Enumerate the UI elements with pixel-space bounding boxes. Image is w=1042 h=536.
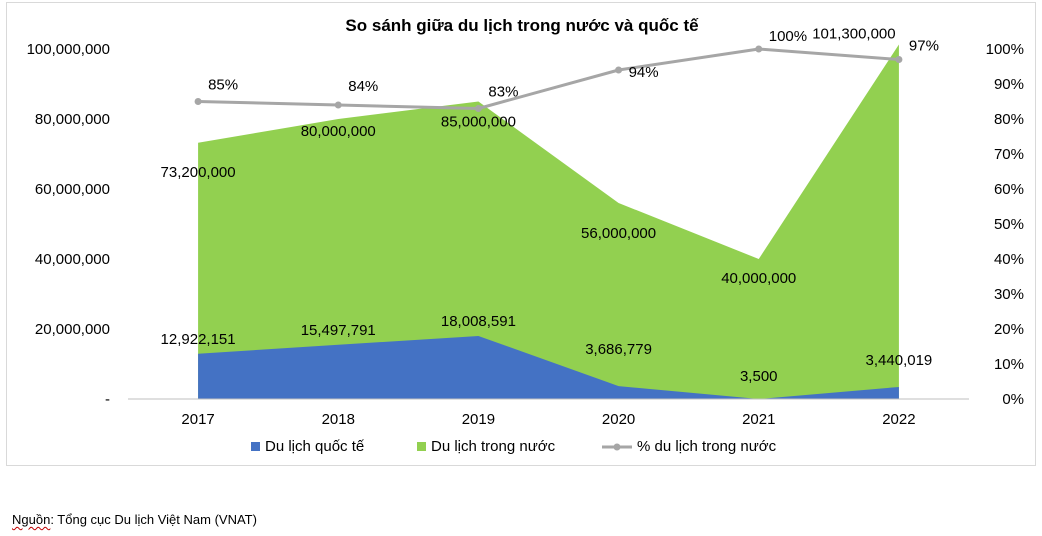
- x-tick-label: 2017: [181, 411, 214, 428]
- x-tick-label: 2019: [462, 411, 495, 428]
- y-right-tick-label: 70%: [994, 146, 1024, 163]
- legend-swatch-du-lich-trong-nuoc: [417, 442, 426, 451]
- percent-line: [194, 45, 903, 112]
- area-du-lich-trong-nuoc: [198, 44, 899, 399]
- label-du-lich-quoc-te: 3,440,019: [866, 352, 933, 369]
- percent-line-path: [198, 47, 900, 110]
- y-right-tick-label: 50%: [994, 216, 1024, 233]
- legend-swatch-du-lich-quoc-te: [251, 442, 260, 451]
- label-percent: 84%: [348, 78, 378, 95]
- label-du-lich-quoc-te: 12,922,151: [161, 331, 236, 348]
- area-du-lich-quoc-te: [198, 335, 899, 399]
- percent-line-marker: [474, 105, 482, 112]
- y-left-tick-label: 60,000,000: [35, 181, 110, 198]
- percent-line-marker: [895, 56, 903, 63]
- label-du-lich-trong-nuoc: 85,000,000: [441, 114, 516, 131]
- chart: So sánh giữa du lịch trong nước và quốc …: [27, 16, 1024, 455]
- x-axis: 2017 2018 2019 2020 2021 2022: [181, 411, 915, 428]
- y-right-tick-label: 10%: [994, 356, 1024, 373]
- y-left-tick-label: 20,000,000: [35, 321, 110, 338]
- percent-line-marker: [615, 66, 623, 74]
- y-right-tick-label: 40%: [994, 251, 1024, 268]
- source-note: Nguồn: Tổng cục Du lịch Việt Nam (VNAT): [12, 512, 257, 527]
- label-du-lich-trong-nuoc: 56,000,000: [581, 225, 656, 242]
- legend-label-du-lich-trong-nuoc: Du lịch trong nước: [431, 438, 556, 455]
- label-percent: 100%: [769, 28, 807, 45]
- label-du-lich-trong-nuoc: 80,000,000: [301, 123, 376, 140]
- y-left-tick-label: -: [105, 391, 110, 408]
- label-percent: 97%: [909, 38, 939, 55]
- source-note-text: : Tổng cục Du lịch Việt Nam (VNAT): [50, 512, 257, 527]
- y-right-tick-label: 60%: [994, 181, 1024, 198]
- label-du-lich-quoc-te: 3,500: [740, 368, 778, 385]
- y-right-tick-label: 90%: [994, 76, 1024, 93]
- y-left-tick-label: 100,000,000: [27, 41, 110, 58]
- legend: Du lịch quốc tế Du lịch trong nước % du lị…: [251, 438, 777, 455]
- y-left-tick-label: 80,000,000: [35, 111, 110, 128]
- data-labels: 12,922,151 15,497,791 18,008,591 3,686,779 3…: [161, 25, 939, 385]
- plot-areas: [198, 44, 899, 399]
- x-tick-label: 2018: [322, 411, 355, 428]
- label-percent: 85%: [208, 77, 238, 94]
- legend-label-percent: % du lịch trong nước: [637, 438, 777, 455]
- chart-frame: So sánh giữa du lịch trong nước và quốc …: [6, 2, 1036, 466]
- y-left-tick-label: 40,000,000: [35, 251, 110, 268]
- x-tick-label: 2021: [742, 411, 775, 428]
- legend-swatch-percent-marker: [613, 443, 621, 451]
- legend-label-du-lich-quoc-te: Du lịch quốc tế: [265, 438, 365, 455]
- label-du-lich-quoc-te: 3,686,779: [585, 341, 652, 358]
- x-tick-label: 2022: [882, 411, 915, 428]
- y-right-tick-label: 20%: [994, 321, 1024, 338]
- label-du-lich-trong-nuoc: 101,300,000: [812, 25, 895, 42]
- right-axis: 0% 10% 20% 30% 40% 50% 60% 70% 80% 90% 100%: [986, 41, 1024, 408]
- label-du-lich-quoc-te: 18,008,591: [441, 313, 516, 330]
- label-du-lich-trong-nuoc: 73,200,000: [161, 164, 236, 181]
- y-right-tick-label: 30%: [994, 286, 1024, 303]
- y-right-tick-label: 100%: [986, 41, 1024, 58]
- label-percent: 83%: [488, 84, 518, 101]
- x-tick-label: 2020: [602, 411, 635, 428]
- percent-line-marker: [194, 98, 202, 105]
- y-right-tick-label: 80%: [994, 111, 1024, 128]
- source-note-prefix: Nguồn: [12, 512, 51, 527]
- chart-title: So sánh giữa du lịch trong nước và quốc …: [345, 16, 699, 35]
- left-axis: - 20,000,000 40,000,000 60,000,000 80,000,00…: [27, 41, 110, 408]
- label-du-lich-quoc-te: 15,497,791: [301, 322, 376, 339]
- y-right-tick-label: 0%: [1002, 391, 1024, 408]
- percent-line-marker: [334, 101, 342, 109]
- label-percent: 94%: [629, 64, 659, 81]
- label-du-lich-trong-nuoc: 40,000,000: [721, 270, 796, 287]
- percent-line-marker: [755, 45, 763, 53]
